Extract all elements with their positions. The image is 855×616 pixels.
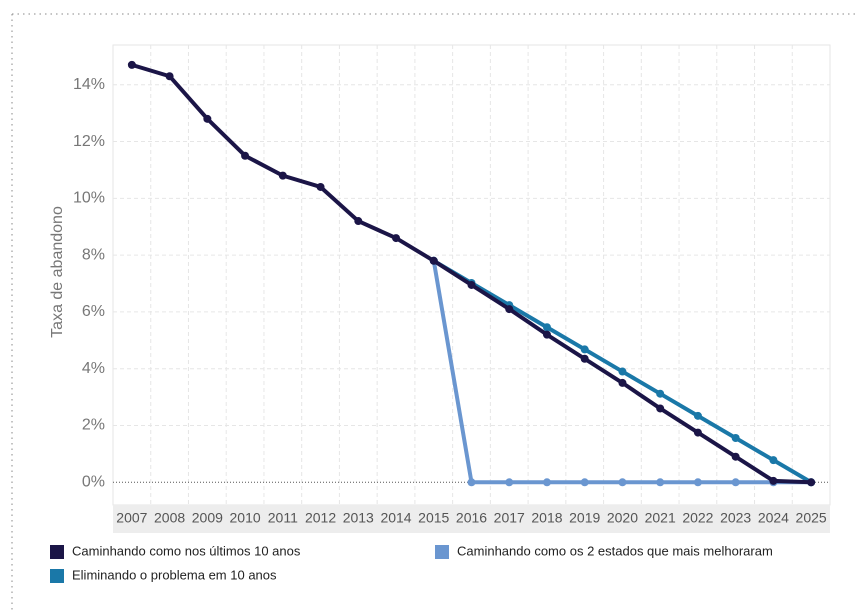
data-point xyxy=(693,478,702,487)
x-tick-label: 2019 xyxy=(569,510,600,526)
legend-label: Eliminando o problema em 10 anos xyxy=(72,567,277,582)
data-point xyxy=(618,378,627,387)
x-tick-label: 2020 xyxy=(607,510,638,526)
y-tick-label: 10% xyxy=(73,190,105,207)
data-point xyxy=(429,256,438,265)
data-point xyxy=(618,478,627,487)
data-point xyxy=(467,478,476,487)
x-tick-label: 2009 xyxy=(192,510,223,526)
data-point xyxy=(241,151,250,160)
data-point xyxy=(731,433,740,442)
data-point xyxy=(656,389,665,398)
data-point xyxy=(693,428,702,437)
data-point xyxy=(656,478,665,487)
data-point xyxy=(580,345,589,354)
y-tick-label: 8% xyxy=(82,246,105,263)
x-tick-label: 2010 xyxy=(230,510,261,526)
data-point xyxy=(731,452,740,461)
legend-label: Caminhando como os 2 estados que mais me… xyxy=(457,543,773,558)
x-tick-label: 2017 xyxy=(494,510,525,526)
x-tick-label: 2022 xyxy=(682,510,713,526)
data-point xyxy=(203,114,212,123)
y-tick-label: 14% xyxy=(73,76,105,93)
x-tick-label: 2015 xyxy=(418,510,449,526)
data-point xyxy=(467,280,476,289)
x-tick-label: 2021 xyxy=(645,510,676,526)
data-point xyxy=(505,478,514,487)
x-tick-label: 2023 xyxy=(720,510,751,526)
data-point xyxy=(769,456,778,465)
data-point xyxy=(354,217,363,226)
y-tick-label: 2% xyxy=(82,417,105,434)
data-point xyxy=(656,404,665,413)
x-tick-label: 2024 xyxy=(758,510,789,526)
legend-swatch xyxy=(435,545,449,559)
x-tick-label: 2014 xyxy=(380,510,411,526)
data-point xyxy=(542,323,551,332)
y-tick-label: 12% xyxy=(73,133,105,150)
x-tick-label: 2011 xyxy=(268,510,298,526)
data-point xyxy=(693,411,702,420)
x-tick-label: 2007 xyxy=(116,510,147,526)
y-axis-title: Taxa de abandono xyxy=(49,206,66,338)
data-point xyxy=(316,182,325,191)
x-tick-label: 2008 xyxy=(154,510,185,526)
data-point xyxy=(127,60,136,69)
x-axis-band xyxy=(113,505,830,533)
legend-swatch xyxy=(50,569,64,583)
x-tick-label: 2013 xyxy=(343,510,374,526)
x-tick-label: 2012 xyxy=(305,510,336,526)
plot-area xyxy=(112,44,831,506)
data-point xyxy=(769,476,778,485)
data-point xyxy=(580,478,589,487)
x-tick-label: 2025 xyxy=(796,510,827,526)
x-tick-label: 2018 xyxy=(531,510,562,526)
legend-label: Caminhando como nos últimos 10 anos xyxy=(72,543,301,558)
data-point xyxy=(580,354,589,363)
data-point xyxy=(807,478,816,487)
y-tick-label: 0% xyxy=(82,474,105,491)
data-point xyxy=(392,234,401,243)
x-tick-label: 2016 xyxy=(456,510,487,526)
y-tick-label: 6% xyxy=(82,303,105,320)
data-point xyxy=(542,478,551,487)
data-point xyxy=(542,330,551,339)
data-point xyxy=(505,305,514,314)
data-point xyxy=(731,478,740,487)
data-point xyxy=(165,72,174,81)
legend-swatch xyxy=(50,545,64,559)
y-tick-label: 4% xyxy=(82,360,105,377)
data-point xyxy=(278,171,287,180)
data-point xyxy=(618,367,627,376)
